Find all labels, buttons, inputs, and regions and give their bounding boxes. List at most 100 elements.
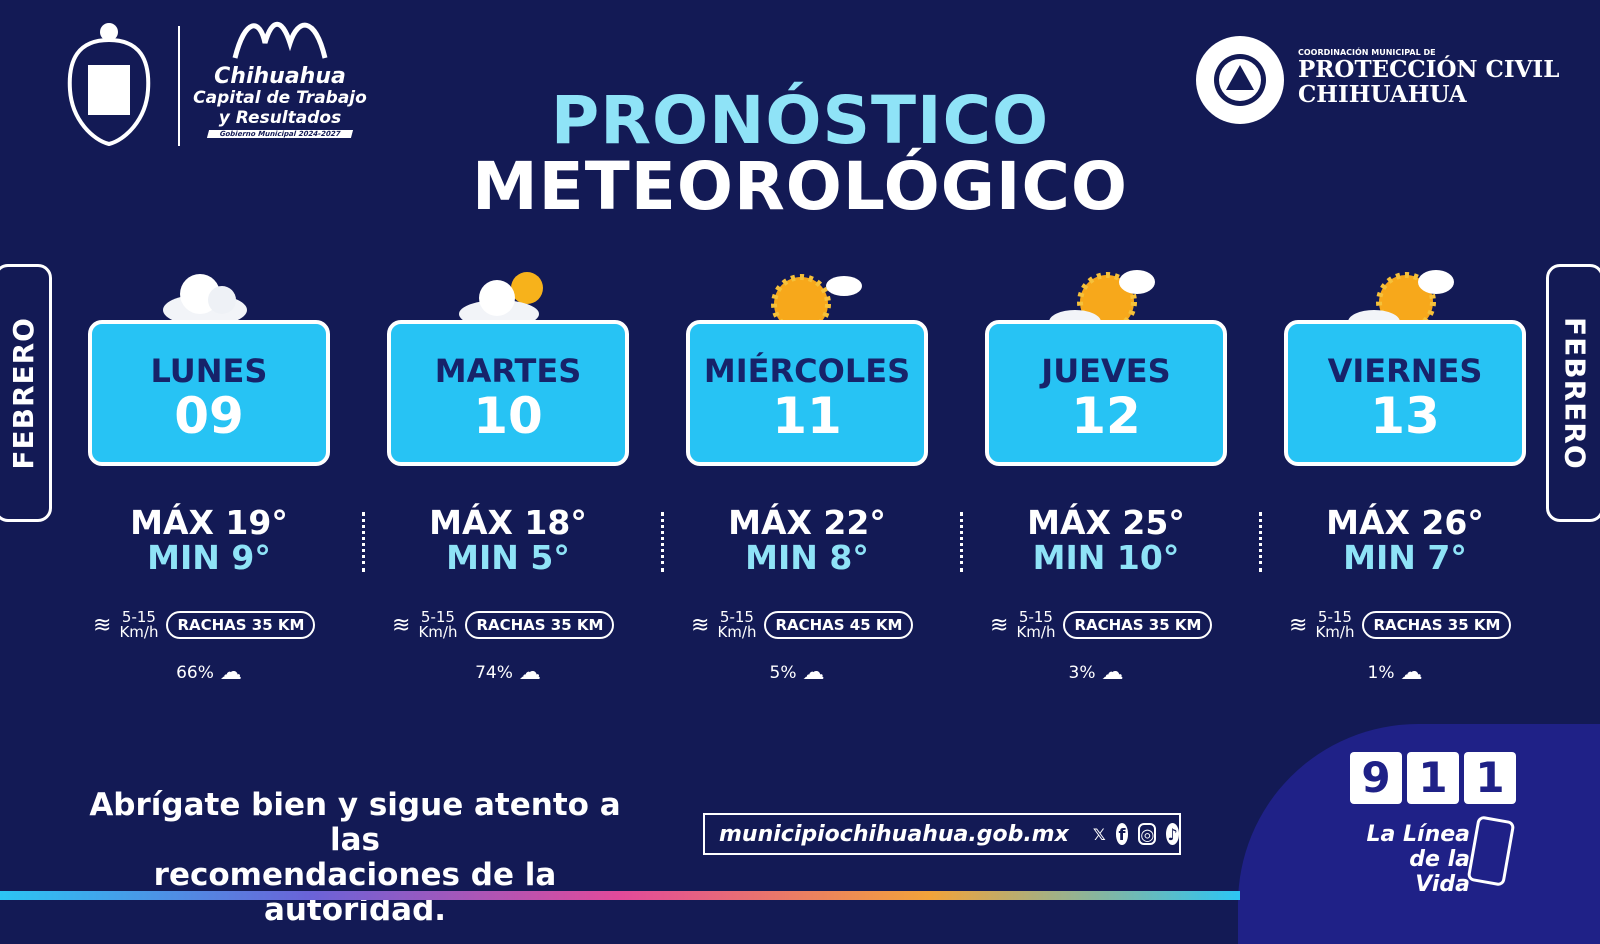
rain-percent: 74% — [475, 662, 513, 683]
month-label-right: FEBRERO — [1546, 264, 1600, 522]
facebook-icon[interactable]: f — [1115, 823, 1129, 845]
sun-small-cloud-icon — [756, 262, 866, 334]
day-name: VIERNES — [1327, 352, 1483, 390]
slogan-line: de la Vida — [1409, 847, 1470, 897]
divider — [362, 512, 365, 572]
divider — [1259, 512, 1262, 572]
max-temp: MÁX 25° — [1027, 503, 1185, 542]
month-label-left: FEBRERO — [0, 264, 52, 522]
day-date: 11 — [772, 387, 842, 445]
slogan-line: La Línea — [1366, 822, 1470, 847]
divider — [661, 512, 664, 572]
rain-cloud-icon: ☁ — [1101, 660, 1124, 685]
color-bar — [0, 891, 1240, 900]
wind-value: 5-15 — [1317, 608, 1352, 626]
wind-speed: 5-15 Km/h — [1315, 610, 1354, 640]
wind-icon: ≋ — [93, 612, 112, 638]
rain-percent: 66% — [176, 662, 214, 683]
wind-value: 5-15 — [121, 608, 156, 626]
logo-divider — [178, 26, 180, 146]
wind-speed: 5-15 Km/h — [418, 610, 457, 640]
page-title: METEOROLÓGICO — [472, 148, 1128, 225]
day-name: LUNES — [150, 352, 268, 390]
day-date: 09 — [174, 387, 244, 445]
temperature: MÁX 25° MIN 10° — [985, 503, 1227, 577]
day-card: LUNES 09 — [88, 320, 330, 466]
gusts-badge: RACHAS 35 KM — [166, 611, 316, 639]
day-date: 13 — [1370, 387, 1440, 445]
logo-line: PROTECCIÓN CIVIL — [1298, 56, 1560, 83]
month-text: FEBRERO — [6, 316, 40, 470]
day-date: 10 — [473, 387, 543, 445]
website-link[interactable]: municipiochihuahua.gob.mx — [719, 821, 1069, 847]
gusts-badge: RACHAS 35 KM — [465, 611, 615, 639]
wind-icon: ≋ — [1289, 612, 1308, 638]
page-title: PRONÓSTICO — [550, 82, 1050, 159]
wind-icon: ≋ — [691, 612, 710, 638]
day-name: MIÉRCOLES — [703, 352, 911, 390]
civil-protection-text: COORDINACIÓN MUNICIPAL DE PROTECCIÓN CIV… — [1298, 48, 1559, 107]
rain-chance: 1% ☁ — [1274, 660, 1516, 685]
digit: 1 — [1407, 752, 1459, 804]
wind-value: 5-15 — [420, 608, 455, 626]
wind-speed: 5-15 Km/h — [1016, 610, 1055, 640]
max-temp: MÁX 19° — [130, 503, 288, 542]
x-icon[interactable]: 𝕏 — [1092, 824, 1106, 844]
rain-chance: 5% ☁ — [676, 660, 918, 685]
min-temp: MIN 8° — [745, 538, 869, 577]
rain-chance: 3% ☁ — [975, 660, 1217, 685]
day-card: VIERNES 13 — [1284, 320, 1526, 466]
min-temp: MIN 10° — [1032, 538, 1180, 577]
logo-subtitle: y Resultados — [218, 108, 342, 128]
logo-line: CHIHUAHUA — [1298, 81, 1467, 108]
city-logo: Chihuahua Capital de Trabajo y Resultado… — [190, 18, 370, 138]
logo-subtitle: Capital de Trabajo — [193, 88, 367, 108]
gusts-badge: RACHAS 45 KM — [764, 611, 914, 639]
rain-cloud-icon: ☁ — [802, 660, 825, 685]
wind-value: 5-15 — [1018, 608, 1053, 626]
rain-cloud-icon: ☁ — [219, 660, 242, 685]
digit: 1 — [1464, 752, 1516, 804]
advice-message: Abrígate bien y sigue atento a las recome… — [60, 788, 650, 928]
wind-unit: Km/h — [717, 623, 757, 641]
wind-info: ≋ 5-15 Km/h RACHAS 35 KM — [1289, 610, 1549, 640]
city-coat-of-arms — [58, 20, 160, 148]
civil-protection-emblem — [1192, 32, 1288, 132]
wind-unit: Km/h — [1016, 623, 1056, 641]
day-name: MARTES — [434, 352, 582, 390]
instagram-icon[interactable]: ◎ — [1138, 823, 1157, 845]
temperature: MÁX 18° MIN 5° — [387, 503, 629, 577]
wind-value: 5-15 — [719, 608, 754, 626]
temperature: MÁX 26° MIN 7° — [1284, 503, 1526, 577]
wind-unit: Km/h — [119, 623, 159, 641]
divider — [960, 512, 963, 572]
month-text: FEBRERO — [1558, 316, 1592, 470]
temperature: MÁX 19° MIN 9° — [88, 503, 330, 577]
advice-line: Abrígate bien y sigue atento a las — [89, 787, 621, 858]
logo-title: Chihuahua — [214, 64, 346, 89]
gusts-badge: RACHAS 35 KM — [1063, 611, 1213, 639]
day-name: JUEVES — [1041, 352, 1171, 390]
wind-info: ≋ 5-15 Km/h RACHAS 35 KM — [93, 610, 353, 640]
wind-info: ≋ 5-15 Km/h RACHAS 45 KM — [691, 610, 951, 640]
wind-icon: ≋ — [990, 612, 1009, 638]
min-temp: MIN 7° — [1343, 538, 1467, 577]
rain-percent: 3% — [1068, 662, 1096, 683]
min-temp: MIN 9° — [147, 538, 271, 577]
day-card: JUEVES 12 — [985, 320, 1227, 466]
logo-small-text: COORDINACIÓN MUNICIPAL DE — [1298, 48, 1436, 57]
rain-percent: 1% — [1367, 662, 1395, 683]
max-temp: MÁX 18° — [429, 503, 587, 542]
max-temp: MÁX 22° — [728, 503, 886, 542]
wind-info: ≋ 5-15 Km/h RACHAS 35 KM — [392, 610, 652, 640]
website-box[interactable]: municipiochihuahua.gob.mx 𝕏 f ◎ ♪ — [703, 813, 1181, 855]
rain-chance: 74% ☁ — [387, 660, 629, 685]
rain-chance: 66% ☁ — [88, 660, 330, 685]
max-temp: MÁX 26° — [1326, 503, 1484, 542]
day-card: MIÉRCOLES 11 — [686, 320, 928, 466]
rain-cloud-icon: ☁ — [1400, 660, 1423, 685]
rain-percent: 5% — [769, 662, 797, 683]
tiktok-icon[interactable]: ♪ — [1166, 823, 1179, 845]
rain-cloud-icon: ☁ — [518, 660, 541, 685]
